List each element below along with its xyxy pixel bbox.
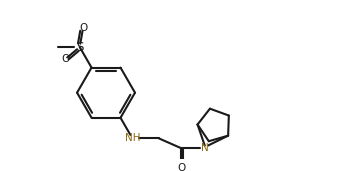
Text: NH: NH — [125, 133, 140, 143]
Text: O: O — [61, 54, 69, 64]
Text: O: O — [177, 163, 185, 171]
Text: N: N — [201, 143, 209, 153]
Text: S: S — [76, 41, 83, 54]
Text: O: O — [79, 23, 87, 33]
